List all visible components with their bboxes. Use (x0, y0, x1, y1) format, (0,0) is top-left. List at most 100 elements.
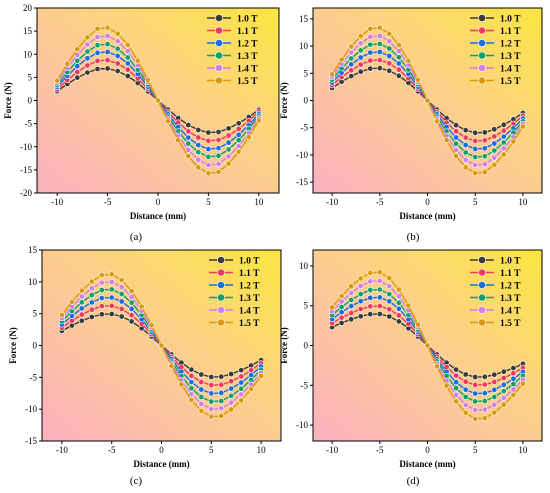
legend-label: 1.4 T (237, 65, 258, 75)
data-point (386, 298, 393, 305)
data-point (395, 66, 402, 73)
x-tick-label: 10 (257, 445, 267, 455)
data-point (185, 146, 192, 153)
data-point (188, 385, 195, 392)
data-point (238, 391, 245, 398)
data-point (94, 66, 101, 73)
y-axis-label: Force (N) (8, 327, 18, 364)
panel-caption: (d) (407, 475, 420, 487)
data-point (104, 32, 111, 39)
data-point (108, 271, 115, 278)
data-point (462, 127, 469, 134)
data-point (88, 306, 95, 313)
data-point (367, 65, 374, 72)
data-point (165, 118, 172, 125)
data-point (357, 61, 364, 68)
data-point (198, 371, 205, 378)
data-point (78, 293, 85, 300)
data-point (491, 147, 498, 154)
data-point (395, 293, 402, 300)
legend-marker (217, 281, 225, 289)
data-point (376, 310, 383, 317)
data-point (98, 295, 105, 302)
data-point (128, 305, 135, 312)
data-point (78, 305, 85, 312)
data-point (472, 381, 479, 388)
data-point (248, 386, 255, 393)
legend-marker (478, 306, 486, 314)
data-point (128, 318, 135, 325)
data-point (94, 42, 101, 49)
data-point (453, 134, 460, 141)
data-point (208, 373, 215, 380)
data-point (500, 121, 507, 128)
data-point (238, 367, 245, 374)
data-point (510, 365, 517, 372)
y-tick-label: -15 (25, 436, 37, 446)
x-tick-label: 5 (473, 445, 478, 455)
data-point (114, 38, 121, 45)
data-point (215, 145, 222, 152)
data-point (453, 146, 460, 153)
data-point (58, 311, 65, 318)
data-point (195, 126, 202, 133)
data-point (185, 134, 192, 141)
legend-label: 1.5 T (500, 319, 521, 329)
data-point (386, 291, 393, 298)
y-tick-label: 5 (28, 72, 33, 82)
data-point (491, 133, 498, 140)
legend: 1.0 T 1.1 T 1.2 T 1.3 T 1.4 T 1.5 T (207, 14, 258, 87)
data-point (208, 390, 215, 397)
data-point (198, 378, 205, 385)
data-point (462, 371, 469, 378)
y-tick-label: -5 (301, 123, 309, 133)
legend-label: 1.1 T (500, 269, 521, 279)
data-point (405, 57, 412, 64)
legend-label: 1.2 T (500, 282, 521, 292)
data-point (510, 380, 517, 387)
x-axis-label: Distance (mm) (399, 211, 455, 221)
data-point (462, 134, 469, 141)
data-point (491, 378, 498, 385)
data-point (74, 46, 81, 53)
data-point (491, 126, 498, 133)
x-tick-label: 5 (209, 445, 214, 455)
data-point (395, 54, 402, 61)
data-point (188, 366, 195, 373)
data-point (395, 72, 402, 79)
y-tick-label: 5 (304, 68, 309, 78)
data-point (453, 385, 460, 392)
data-point (74, 57, 81, 64)
data-point (68, 298, 75, 305)
y-axis-label: Force (N) (279, 82, 289, 119)
x-tick-label: 0 (159, 445, 164, 455)
data-point (124, 41, 131, 48)
data-point (228, 406, 235, 413)
legend-label: 1.5 T (237, 77, 258, 87)
legend-label: 1.0 T (239, 257, 260, 267)
data-point (78, 317, 85, 324)
data-point (329, 304, 336, 311)
data-point (198, 407, 205, 414)
data-point (84, 55, 91, 62)
data-point (386, 30, 393, 37)
data-point (491, 154, 498, 161)
legend-label: 1.3 T (239, 294, 260, 304)
legend-label: 1.2 T (500, 40, 521, 50)
x-tick-label: 5 (473, 197, 478, 207)
data-point (386, 45, 393, 52)
y-tick-label: 15 (299, 14, 309, 24)
data-point (386, 52, 393, 59)
legend-label: 1.0 T (500, 15, 521, 25)
data-point (472, 398, 479, 405)
data-point (118, 305, 125, 312)
legend-marker (217, 293, 225, 302)
legend-marker (478, 268, 486, 277)
data-point (433, 363, 440, 370)
data-point (348, 283, 355, 290)
data-point (195, 149, 202, 156)
x-tick-label: -5 (376, 445, 384, 455)
data-point (481, 129, 488, 136)
data-point (64, 60, 71, 67)
legend-marker (215, 39, 223, 47)
